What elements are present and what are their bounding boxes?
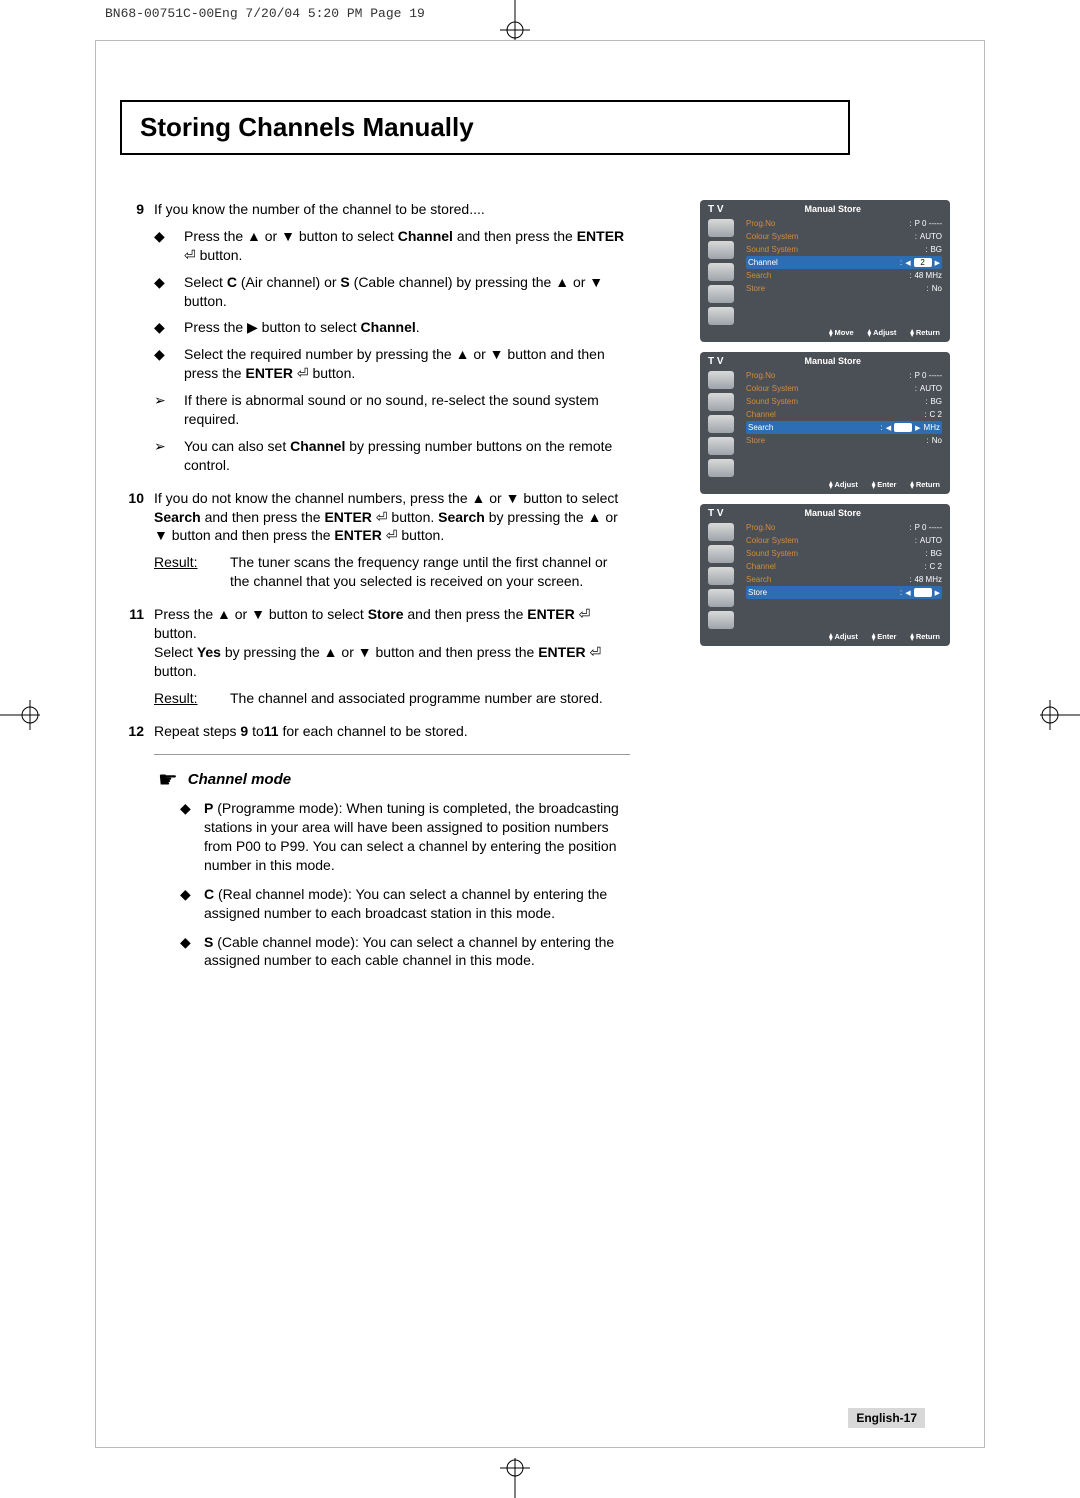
step-10: 10 If you do not know the channel number… (120, 489, 630, 591)
step-12-body: Repeat steps 9 to11 for each channel to … (154, 722, 630, 741)
channel-mode-p: ◆P (Programme mode): When tuning is comp… (180, 799, 630, 875)
osd-panel-1: T VManual Store Prog.No: P 0 ----- Colou… (700, 200, 950, 342)
step-9-bullet-1: Press the ▲ or ▼ button to select Channe… (184, 227, 630, 265)
osd-row-coloursystem: Colour System: AUTO (746, 534, 942, 547)
osd-title: Manual Store (724, 508, 942, 519)
step-11-result: The channel and associated programme num… (230, 689, 630, 708)
osd-panel-3: T VManual Store Prog.No: P 0 ----- Colou… (700, 504, 950, 646)
page-title: Storing Channels Manually (140, 112, 830, 143)
osd-title: Manual Store (724, 204, 942, 215)
osd-row-channel-selected: Channel: ◀ 2 ▶ (746, 256, 942, 269)
print-header: BN68-00751C-00Eng 7/20/04 5:20 PM Page 1… (105, 6, 425, 21)
step-number: 10 (120, 489, 154, 591)
osd-tv-label: T V (708, 508, 724, 519)
osd-row-search: Search: 48 MHz (746, 269, 942, 282)
step-10-result: The tuner scans the frequency range unti… (230, 553, 630, 591)
step-number: 12 (120, 722, 154, 741)
osd-sidebar-icons (708, 369, 738, 477)
step-11: 11 Press the ▲ or ▼ button to select Sto… (120, 605, 630, 707)
osd-row-search-selected: Search: ◀ ▶ MHz (746, 421, 942, 434)
pointer-icon: ☛ (158, 765, 178, 795)
osd-row-progno: Prog.No: P 0 ----- (746, 521, 942, 534)
step-9-bullet-3: Press the ▶ button to select Channel. (184, 318, 630, 337)
step-9-intro: If you know the number of the channel to… (154, 200, 630, 219)
osd-row-store: Store: No (746, 282, 942, 295)
channel-mode-s: ◆S (Cable channel mode): You can select … (180, 933, 630, 971)
crop-mark-top (490, 0, 540, 40)
osd-row-progno: Prog.No: P 0 ----- (746, 217, 942, 230)
step-number: 11 (120, 605, 154, 707)
osd-tv-label: T V (708, 356, 724, 367)
step-9-bullet-4: Select the required number by pressing t… (184, 345, 630, 383)
result-label: Result: (154, 553, 230, 591)
channel-mode-c: ◆C (Real channel mode): You can select a… (180, 885, 630, 923)
osd-title: Manual Store (724, 356, 942, 367)
osd-row-coloursystem: Colour System: AUTO (746, 382, 942, 395)
osd-row-soundsystem: Sound System: BG (746, 547, 942, 560)
crop-mark-left (0, 690, 40, 740)
osd-row-soundsystem: Sound System: BG (746, 395, 942, 408)
step-12: 12 Repeat steps 9 to11 for each channel … (120, 722, 630, 741)
osd-tv-label: T V (708, 204, 724, 215)
osd-row-progno: Prog.No: P 0 ----- (746, 369, 942, 382)
crop-mark-bottom (490, 1458, 540, 1498)
section-divider (154, 754, 630, 755)
osd-footer: AdjustEnterReturn (700, 629, 950, 643)
osd-sidebar-icons (708, 521, 738, 629)
osd-row-coloursystem: Colour System: AUTO (746, 230, 942, 243)
step-10-body: If you do not know the channel numbers, … (154, 489, 630, 546)
osd-row-store: Store: No (746, 434, 942, 447)
osd-footer: AdjustEnterReturn (700, 477, 950, 491)
step-9-bullet-2: Select C (Air channel) or S (Cable chann… (184, 273, 630, 311)
result-label: Result: (154, 689, 230, 708)
osd-row-channel: Channel: C 2 (746, 408, 942, 421)
instruction-content: 9 If you know the number of the channel … (120, 200, 630, 980)
osd-row-search: Search: 48 MHz (746, 573, 942, 586)
osd-panel-2: T VManual Store Prog.No: P 0 ----- Colou… (700, 352, 950, 494)
step-9: 9 If you know the number of the channel … (120, 200, 630, 475)
osd-row-soundsystem: Sound System: BG (746, 243, 942, 256)
crop-mark-right (1040, 690, 1080, 740)
channel-mode-header: ☛ Channel mode (158, 765, 630, 795)
step-11-body: Press the ▲ or ▼ button to select Store … (154, 605, 630, 681)
osd-footer: MoveAdjustReturn (700, 325, 950, 339)
osd-sidebar-icons (708, 217, 738, 325)
channel-mode-title: Channel mode (188, 770, 291, 790)
page-number: English-17 (848, 1408, 925, 1428)
osd-row-store-selected: Store: ◀ ▶ (746, 586, 942, 599)
osd-row-channel: Channel: C 2 (746, 560, 942, 573)
title-box: Storing Channels Manually (120, 100, 850, 155)
step-number: 9 (120, 200, 154, 475)
osd-column: T VManual Store Prog.No: P 0 ----- Colou… (700, 200, 950, 656)
step-9-note-1: If there is abnormal sound or no sound, … (184, 391, 630, 429)
step-9-note-2: You can also set Channel by pressing num… (184, 437, 630, 475)
